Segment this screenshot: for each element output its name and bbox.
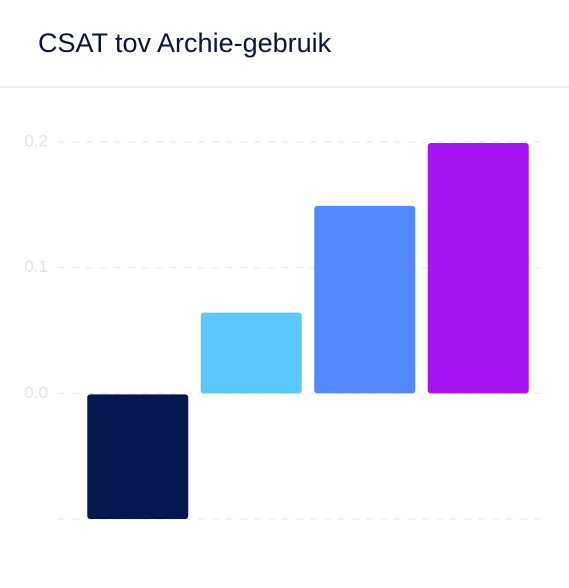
bar <box>200 312 302 394</box>
y-tick-label: 0.2 <box>24 131 48 150</box>
bar <box>427 143 529 394</box>
header: CSAT tov Archie-gebruik <box>0 0 569 88</box>
y-tick-label: 0.1 <box>24 257 48 276</box>
bar <box>87 394 189 519</box>
bar <box>314 205 416 394</box>
y-tick-label: 0.0 <box>24 383 48 402</box>
chart: 0.0 0.1 0.2 <box>24 131 542 520</box>
chart-title: CSAT tov Archie-gebruik <box>38 28 332 58</box>
